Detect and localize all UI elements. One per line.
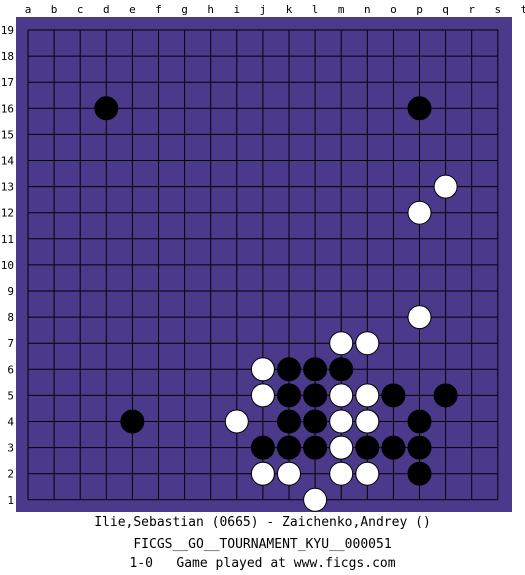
black-stone	[277, 357, 301, 382]
white-stone	[329, 435, 354, 460]
white-stone	[303, 487, 328, 512]
black-stone	[433, 383, 458, 408]
row-label: 14	[1, 155, 15, 168]
column-label: o	[390, 3, 397, 16]
column-label: d	[103, 3, 110, 16]
row-label: 10	[1, 259, 14, 272]
row-label: 15	[1, 128, 14, 141]
column-label: m	[338, 3, 345, 16]
black-stone	[407, 461, 432, 486]
black-stone	[303, 357, 328, 382]
white-stone	[224, 409, 249, 434]
column-label: s	[494, 3, 501, 16]
row-label: 1	[7, 494, 14, 507]
column-label: c	[77, 3, 84, 16]
white-stone	[277, 461, 301, 486]
black-stone	[94, 96, 119, 121]
white-stone	[355, 409, 380, 434]
column-label: n	[364, 3, 371, 16]
go-board: a b c d e f g h i j k l m n o p q r s t 19 18 17 16 15 14 13 12 11 10…	[1, 3, 525, 512]
column-label: e	[129, 3, 136, 16]
black-stone	[120, 409, 145, 434]
black-stone	[303, 435, 328, 460]
column-label: f	[155, 3, 162, 16]
row-label: 5	[7, 389, 14, 402]
row-label: 12	[1, 207, 14, 220]
white-stone	[250, 461, 275, 486]
white-stone	[355, 383, 380, 408]
row-label: 9	[7, 285, 14, 298]
black-stone	[329, 357, 354, 382]
row-label: 4	[7, 416, 14, 429]
column-label: r	[468, 3, 475, 16]
column-label: j	[260, 3, 267, 16]
black-stone	[303, 383, 328, 408]
players-line: Ilie,Sebastian (0665) - Zaichenko,Andrey…	[94, 515, 431, 530]
black-stone	[407, 96, 432, 121]
black-stone	[303, 409, 328, 434]
white-stone	[433, 174, 458, 199]
black-stone	[381, 383, 406, 408]
white-stone	[407, 305, 432, 330]
row-label: 3	[7, 442, 14, 455]
white-stone	[329, 409, 354, 434]
row-label: 13	[1, 181, 14, 194]
white-stone	[329, 383, 354, 408]
white-stone	[329, 461, 354, 486]
column-label: l	[312, 3, 319, 16]
black-stone	[407, 435, 432, 460]
white-stone	[250, 357, 275, 382]
event-line: FICGS__GO__TOURNAMENT_KYU__000051	[133, 537, 392, 552]
row-label: 17	[1, 76, 14, 89]
site-note: Game played at www.ficgs.com	[176, 556, 396, 571]
row-label: 6	[7, 363, 14, 376]
white-stone	[329, 331, 354, 356]
go-board-svg: a b c d e f g h i j k l m n o p q r s t19181716151413121110…	[1, 3, 525, 512]
row-label: 11	[1, 233, 14, 246]
black-stone	[277, 435, 301, 460]
column-label: q	[442, 3, 449, 16]
column-label: h	[207, 3, 214, 16]
result-value: 1-0	[129, 556, 153, 571]
black-stone	[277, 409, 301, 434]
black-stone	[355, 435, 380, 460]
white-stone	[407, 200, 432, 225]
row-label: 2	[7, 468, 14, 481]
column-label: a	[25, 3, 32, 16]
white-stone	[355, 461, 380, 486]
column-label: i	[233, 3, 240, 16]
row-label: 7	[7, 337, 14, 350]
result-line: 1-0 Game played at www.ficgs.com	[0, 556, 525, 572]
column-label: g	[181, 3, 188, 16]
white-stone	[250, 383, 275, 408]
row-label: 16	[1, 102, 14, 115]
black-stone	[277, 383, 301, 408]
black-stone	[250, 435, 275, 460]
white-stone	[355, 331, 380, 356]
row-label: 18	[1, 50, 14, 63]
black-stone	[381, 435, 406, 460]
column-label: b	[51, 3, 58, 16]
column-label: k	[286, 3, 293, 16]
row-label: 19	[1, 24, 14, 37]
row-label: 8	[7, 311, 14, 324]
column-label: t	[521, 3, 525, 16]
column-label: p	[416, 3, 423, 16]
black-stone	[407, 409, 432, 434]
